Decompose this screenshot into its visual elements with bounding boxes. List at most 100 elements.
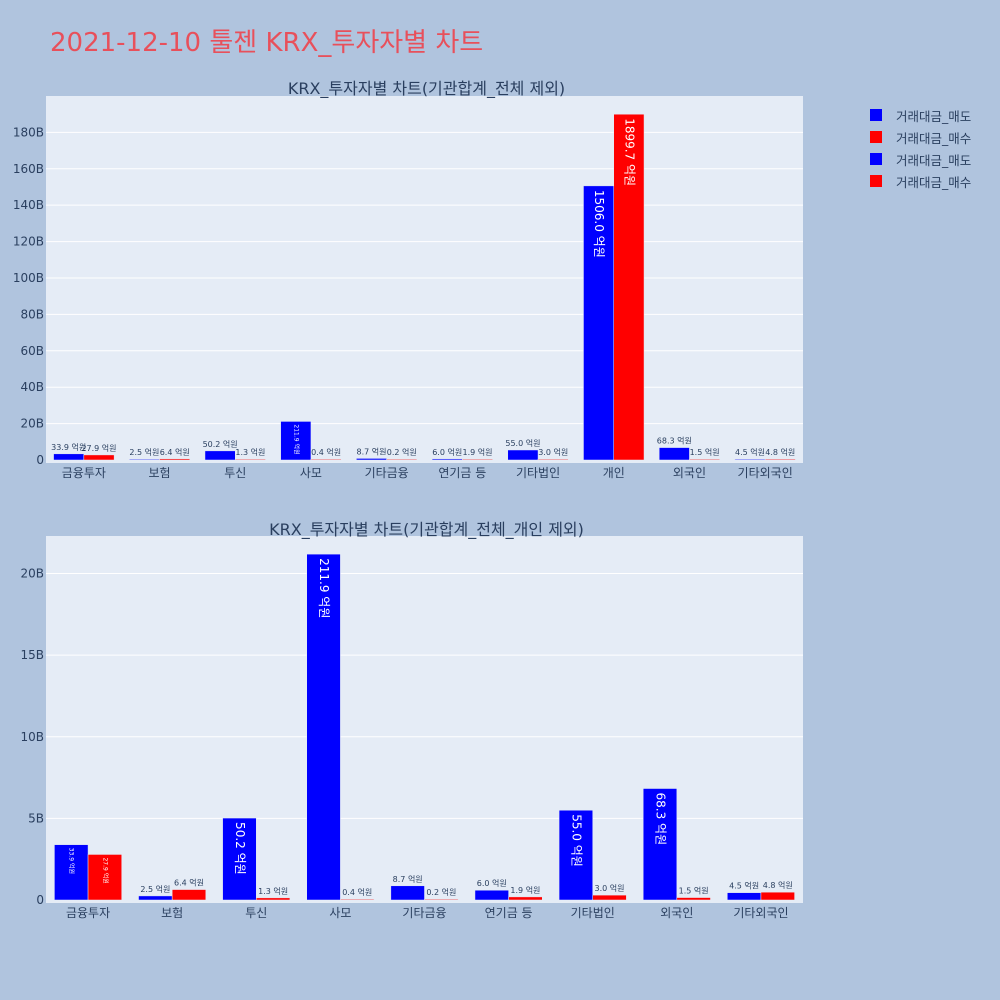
y-tick-label: 20B [20,417,44,431]
y-tick-label: 100B [13,271,44,285]
data-label: 68.3 억원 [654,793,668,846]
data-label: 50.2 억원 [203,439,238,449]
bar-sell [474,889,509,901]
legend-swatch-sell [870,109,882,121]
x-tick-label: 기타금융 [365,466,409,480]
bar-sell [727,892,762,901]
bar-sell [138,895,173,901]
data-label: 33.9 억원 [51,442,86,452]
legend-item[interactable]: 거래대금_매수 [870,170,971,192]
data-label: 0.2 억원 [387,447,417,457]
data-label: 2.5 억원 [140,884,170,894]
data-label: 6.0 억원 [477,878,507,888]
legend-label: 거래대금_매수 [896,130,972,146]
data-label: 2.5 억원 [129,447,159,457]
data-label: 1.5 억원 [690,447,720,457]
x-tick-label: 투신 [245,906,267,920]
y-tick-label: 0 [36,893,44,907]
x-tick-label: 기타외국인 [733,906,788,920]
y-tick-label: 5B [28,811,44,825]
bar-buy [613,113,645,461]
bar-buy [386,458,418,461]
legend: 거래대금_매도 거래대금_매수 거래대금_매도 거래대금_매수 [870,104,971,192]
data-label: 33.9 억원 [68,848,76,874]
data-label: 27.9 억원 [101,857,109,883]
legend-item[interactable]: 거래대금_매수 [870,126,971,148]
bar-buy [171,889,207,901]
data-label: 211.9 억원 [292,424,300,454]
y-tick-label: 15B [20,648,44,662]
x-tick-label: 금융투자 [66,906,110,920]
bar-sell [222,817,257,901]
chart-title: KRX_투자자별 차트(기관합계_전체_개인 제외) [269,520,584,540]
data-label: 211.9 억원 [317,558,331,618]
bar-buy [310,458,342,461]
bar-buy [235,458,266,461]
y-tick-label: 160B [13,162,44,176]
x-tick-label: 투신 [224,466,246,480]
bar-buy [537,458,569,461]
bar-buy [592,894,627,901]
data-label: 50.2 억원 [233,822,247,875]
bar-sell [507,449,539,461]
legend-swatch-buy [870,131,882,143]
bar-sell [431,458,463,461]
bar-buy [83,454,115,461]
bar-buy [676,897,711,901]
legend-item[interactable]: 거래대금_매도 [870,148,971,170]
data-label: 4.5 억원 [735,447,765,457]
data-label: 8.7 억원 [393,874,423,884]
page-title: 2021-12-10 툴젠 KRX_투자자별 차트 [50,28,484,58]
x-tick-label: 사모 [329,906,351,920]
data-label: 0.4 억원 [342,887,372,897]
y-tick-label: 140B [13,198,44,212]
data-label: 0.2 억원 [426,887,456,897]
y-tick-label: 80B [20,307,44,321]
y-tick-label: 120B [13,235,44,249]
data-label: 6.4 억원 [174,878,204,888]
data-label: 1.9 억원 [462,447,492,457]
data-label: 1.3 억원 [235,447,265,457]
legend-label: 거래대금_매수 [896,174,972,190]
bar-buy [87,854,122,901]
y-tick-label: 60B [20,344,44,358]
bar-buy [508,896,543,901]
bar-sell [204,450,236,461]
y-tick-label: 20B [20,567,44,581]
bar-buy [256,897,291,901]
data-label: 4.8 억원 [763,880,793,890]
legend-swatch-sell [870,153,882,165]
plot-background [46,96,803,463]
data-label: 1506.0 억원 [592,190,606,258]
x-tick-label: 보험 [149,466,171,480]
data-label: 4.8 억원 [765,447,795,457]
x-tick-label: 기타금융 [402,906,446,920]
legend-label: 거래대금_매도 [896,152,972,168]
data-label: 3.0 억원 [538,447,568,457]
x-tick-label: 외국인 [660,906,693,920]
bar-sell [129,458,160,461]
bar-sell [280,421,312,461]
plot-background [46,536,803,903]
bar-sell [558,809,593,901]
bar-sell [53,453,85,461]
bar-sell [642,788,678,901]
bar-sell [390,885,425,901]
legend-item[interactable]: 거래대금_매도 [870,104,971,126]
bar-buy [760,891,795,901]
x-tick-label: 연기금 등 [485,906,533,920]
legend-swatch-buy [870,175,882,187]
data-label: 0.4 억원 [311,447,341,457]
data-label: 1899.7 억원 [622,118,636,186]
bar-sell [356,458,387,461]
data-label: 1.3 억원 [258,886,288,896]
x-tick-label: 연기금 등 [438,466,486,480]
data-label: 1.9 억원 [510,885,540,895]
data-label: 68.3 억원 [657,436,692,446]
y-tick-label: 180B [13,125,44,139]
data-label: 1.5 억원 [679,886,709,896]
x-tick-label: 외국인 [673,466,706,480]
x-tick-label: 금융투자 [62,466,106,480]
bar-buy [764,458,796,461]
